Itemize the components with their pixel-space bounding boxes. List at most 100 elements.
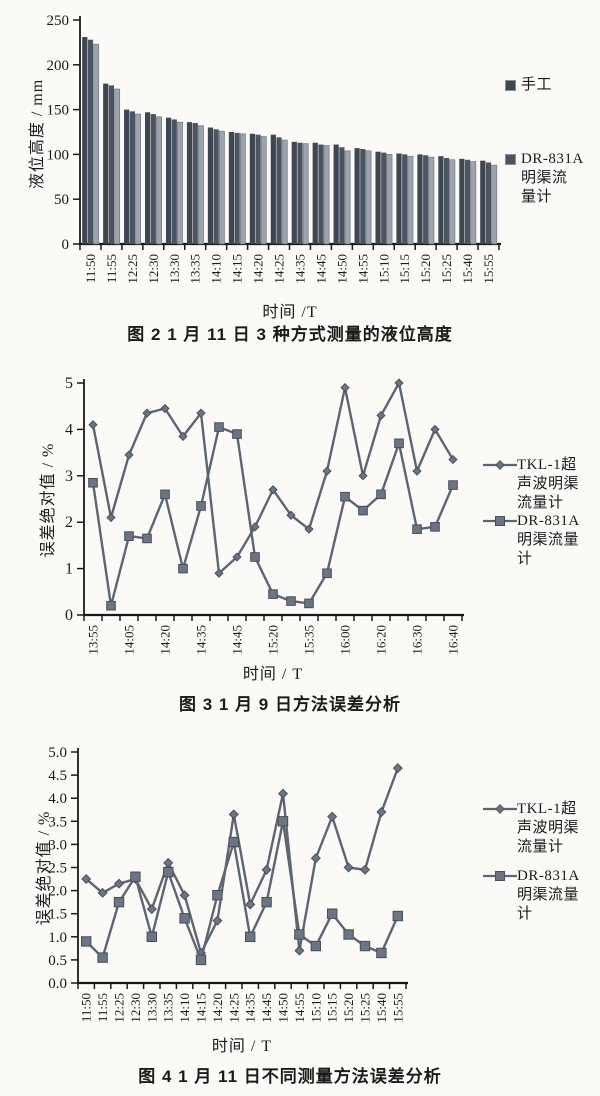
svg-text:1: 1: [65, 561, 73, 578]
svg-text:250: 250: [47, 13, 70, 29]
x-axis-ticks: [79, 244, 500, 250]
legend-marker-square-icon: [483, 514, 517, 533]
svg-text:11:55: 11:55: [95, 993, 110, 1022]
svg-text:3: 3: [65, 468, 73, 485]
figure-2-bar-chart: 0 50 100 150 200 250 11:50 11:55 12:25 12:30 13:30…: [47, 13, 501, 284]
figure-4-caption: 图 4 1 月 11 日不同测量方法误差分析: [138, 1067, 442, 1086]
legend-label-dr-831a: DR-831A 明渠流量计: [521, 150, 584, 207]
svg-text:14:10: 14:10: [177, 993, 192, 1023]
svg-text:13:35: 13:35: [188, 254, 203, 284]
line-series-0: [81, 763, 403, 958]
y-axis-ticks: 0.0 0.5 1.0 1.5 2.0 2.5 3.0 3.5 4.0 4.5 5.0: [48, 745, 78, 992]
svg-text:15:40: 15:40: [374, 993, 389, 1023]
legend-label-line: 量计: [521, 189, 553, 205]
svg-text:15:10: 15:10: [376, 254, 391, 284]
svg-text:15:20: 15:20: [266, 625, 281, 655]
svg-text:14:50: 14:50: [334, 254, 349, 284]
svg-text:14:50: 14:50: [276, 993, 291, 1023]
legend-label-tkl-1: TKL-1超 声波明渠流量计: [517, 800, 579, 857]
svg-text:14:15: 14:15: [194, 993, 209, 1023]
bars-series-0: [82, 37, 486, 245]
svg-text:11:55: 11:55: [104, 254, 119, 283]
axes: [79, 16, 501, 246]
svg-text:16:20: 16:20: [374, 625, 389, 655]
legend-label-line: 计: [517, 551, 533, 567]
legend-item-dr-831a: DR-831A 明渠流量计: [483, 867, 580, 924]
svg-text:13:35: 13:35: [161, 993, 176, 1023]
svg-text:14:10: 14:10: [209, 254, 224, 284]
line-series-1: [88, 422, 458, 611]
figure-2-x-axis-title: 时间 /T: [262, 304, 318, 321]
figure-2-y-axis-title: 液位高度 / mm: [29, 78, 46, 190]
svg-text:3.5: 3.5: [48, 814, 67, 830]
svg-text:14:25: 14:25: [226, 993, 241, 1023]
svg-text:15:25: 15:25: [358, 993, 373, 1023]
legend-marker-diamond-icon: [483, 458, 517, 477]
legend-label-line: DR-831A: [517, 513, 580, 529]
svg-text:13:55: 13:55: [86, 625, 101, 655]
legend-label-line: 明渠流: [521, 170, 568, 186]
legend-swatch-dr-831a: [505, 154, 516, 165]
legend-label-line: 流量计: [517, 495, 564, 511]
figure-4-line-chart: 0.0 0.5 1.0 1.5 2.0 2.5 3.0 3.5 4.0 4.5 5.0 11:50 11…: [48, 745, 408, 1023]
legend-label-line: TKL-1超: [517, 801, 577, 817]
svg-text:14:20: 14:20: [158, 625, 173, 655]
svg-text:13:30: 13:30: [167, 254, 182, 284]
legend-label-line: 声波明渠: [517, 476, 580, 492]
svg-text:14:35: 14:35: [194, 625, 209, 655]
svg-text:15:10: 15:10: [308, 993, 323, 1023]
x-axis-ticks: [83, 615, 463, 621]
svg-text:5: 5: [65, 375, 73, 392]
svg-text:12:30: 12:30: [146, 254, 161, 284]
svg-text:15:55: 15:55: [481, 254, 496, 284]
svg-text:14:15: 14:15: [230, 254, 245, 284]
svg-text:3.0: 3.0: [48, 837, 67, 853]
figure-2-caption: 图 2 1 月 11 日 3 种方式测量的液位高度: [127, 325, 453, 344]
svg-text:150: 150: [47, 103, 70, 119]
legend-label-dr-831a: DR-831A 明渠流量计: [517, 867, 580, 924]
svg-text:0.0: 0.0: [48, 976, 67, 992]
legend-label-line: 手工: [521, 77, 553, 93]
svg-text:15:15: 15:15: [397, 254, 412, 284]
svg-text:14:05: 14:05: [122, 625, 137, 655]
svg-text:12:25: 12:25: [112, 993, 127, 1023]
svg-text:14:35: 14:35: [243, 993, 258, 1023]
svg-text:0: 0: [65, 607, 73, 624]
svg-text:14:45: 14:45: [313, 254, 328, 284]
svg-text:14:45: 14:45: [230, 625, 245, 655]
y-axis-ticks: 0 1 2 3 4 5: [65, 375, 84, 624]
svg-text:1.5: 1.5: [48, 907, 67, 923]
svg-text:4.0: 4.0: [48, 791, 67, 807]
bars-series-1: [87, 39, 492, 245]
legend-label-manual: 手工: [521, 76, 552, 95]
svg-text:11:50: 11:50: [79, 993, 94, 1022]
figure-3: 0 1 2 3 4 5 13:55 14:05 14:20 14:35 14:45 15:20 15:3…: [0, 360, 600, 728]
figure-4-x-axis-title: 时间 / T: [211, 1038, 273, 1055]
svg-text:4.5: 4.5: [48, 768, 67, 784]
legend-label-line: 声波明渠: [517, 820, 580, 836]
svg-text:15:20: 15:20: [341, 993, 356, 1023]
svg-text:2.5: 2.5: [48, 861, 67, 877]
figure-3-caption: 图 3 1 月 9 日方法误差分析: [179, 695, 401, 714]
svg-text:15:40: 15:40: [460, 254, 475, 284]
y-axis-ticks: 0 50 100 150 200 250: [47, 13, 80, 253]
figure-3-legend: TKL-1超 声波明渠 流量计 DR-831A 明渠流量计: [483, 360, 600, 600]
legend-label-tkl-1: TKL-1超 声波明渠流量计: [517, 456, 579, 513]
legend-label-line: TKL-1超: [517, 457, 577, 473]
svg-text:12:30: 12:30: [128, 993, 143, 1023]
legend-item-tkl-1: TKL-1超 声波明渠流量计: [483, 800, 579, 857]
legend-swatch-manual: [505, 80, 516, 91]
svg-text:100: 100: [47, 147, 70, 163]
x-axis-labels: 11:50 11:55 12:25 12:30 13:30 13:35 14:10 14:15…: [79, 993, 406, 1023]
svg-text:15:35: 15:35: [302, 625, 317, 655]
figure-2: 0 50 100 150 200 250 11:50 11:55 12:25 12:30 13:30…: [0, 2, 600, 354]
svg-text:16:00: 16:00: [338, 625, 353, 655]
legend-label-line: 流量计: [517, 839, 564, 855]
svg-text:14:55: 14:55: [292, 993, 307, 1023]
svg-text:14:35: 14:35: [292, 254, 307, 284]
svg-text:2: 2: [65, 514, 73, 531]
svg-text:5.0: 5.0: [48, 745, 67, 761]
bars-series-2: [93, 43, 498, 245]
figure-3-y-axis-title: 误差绝对值 / %: [40, 442, 57, 558]
